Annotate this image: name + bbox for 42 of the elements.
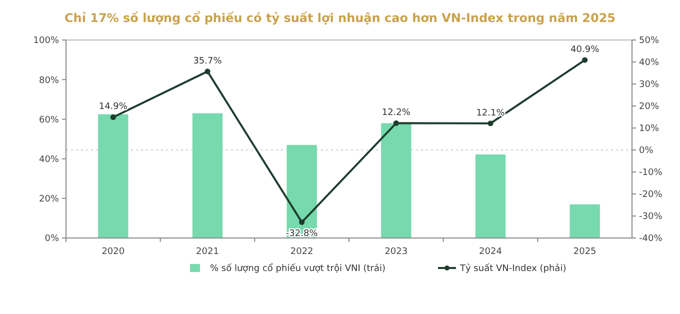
point <box>110 114 116 120</box>
legend-label: % số lượng cổ phiếu vượt trội VNI (trái) <box>210 263 386 274</box>
bar <box>475 154 506 238</box>
y2-tick-label: 20% <box>639 102 660 112</box>
x-tick-label: 2021 <box>196 247 219 257</box>
legend-label: Tỷ suất VN-Index (phải) <box>459 263 566 274</box>
bar <box>286 144 317 238</box>
point <box>582 57 588 63</box>
y2-tick-label: 10% <box>639 124 660 134</box>
y2-tick-label: -20% <box>639 190 663 200</box>
y-tick-label: 40% <box>38 154 60 165</box>
bar <box>381 123 412 238</box>
chart-title: Chỉ 17% số lượng cổ phiếu có tỷ suất lợi nhuận cao hơn VN-Index trong năm 2025 <box>64 11 616 25</box>
y2-tick-label: -10% <box>639 168 663 178</box>
y2-tick-label: 30% <box>639 80 660 90</box>
y2-tick-label: -30% <box>639 212 663 222</box>
y-tick-label: 100% <box>33 36 60 46</box>
y2-tick-label: 40% <box>639 58 660 68</box>
y-tick-label: 0% <box>44 234 60 244</box>
point <box>393 120 399 126</box>
x-tick-label: 2022 <box>290 247 314 257</box>
data-label: 12.2% <box>382 108 411 118</box>
data-label: 12.1% <box>476 108 506 118</box>
data-label: 40.9% <box>570 45 600 56</box>
x-tick-label: 2020 <box>102 247 125 257</box>
data-label: 35.7% <box>193 56 222 66</box>
y-tick-label: 80% <box>38 76 60 86</box>
bar <box>98 114 128 238</box>
y2-tick-label: 0% <box>639 146 654 156</box>
point <box>299 219 305 225</box>
y-tick-label: 60% <box>38 115 60 126</box>
point <box>204 68 210 74</box>
y2-tick-label: 50% <box>639 36 660 46</box>
point <box>488 120 494 126</box>
bar <box>192 113 223 238</box>
bar <box>570 204 600 238</box>
x-tick-label: 2024 <box>479 247 502 257</box>
x-tick-label: 2025 <box>573 247 596 257</box>
data-label: 14.9% <box>98 102 128 112</box>
y-tick-label: 20% <box>38 194 60 205</box>
x-tick-label: 2023 <box>384 247 408 257</box>
y2-tick-label: -40% <box>639 234 663 244</box>
